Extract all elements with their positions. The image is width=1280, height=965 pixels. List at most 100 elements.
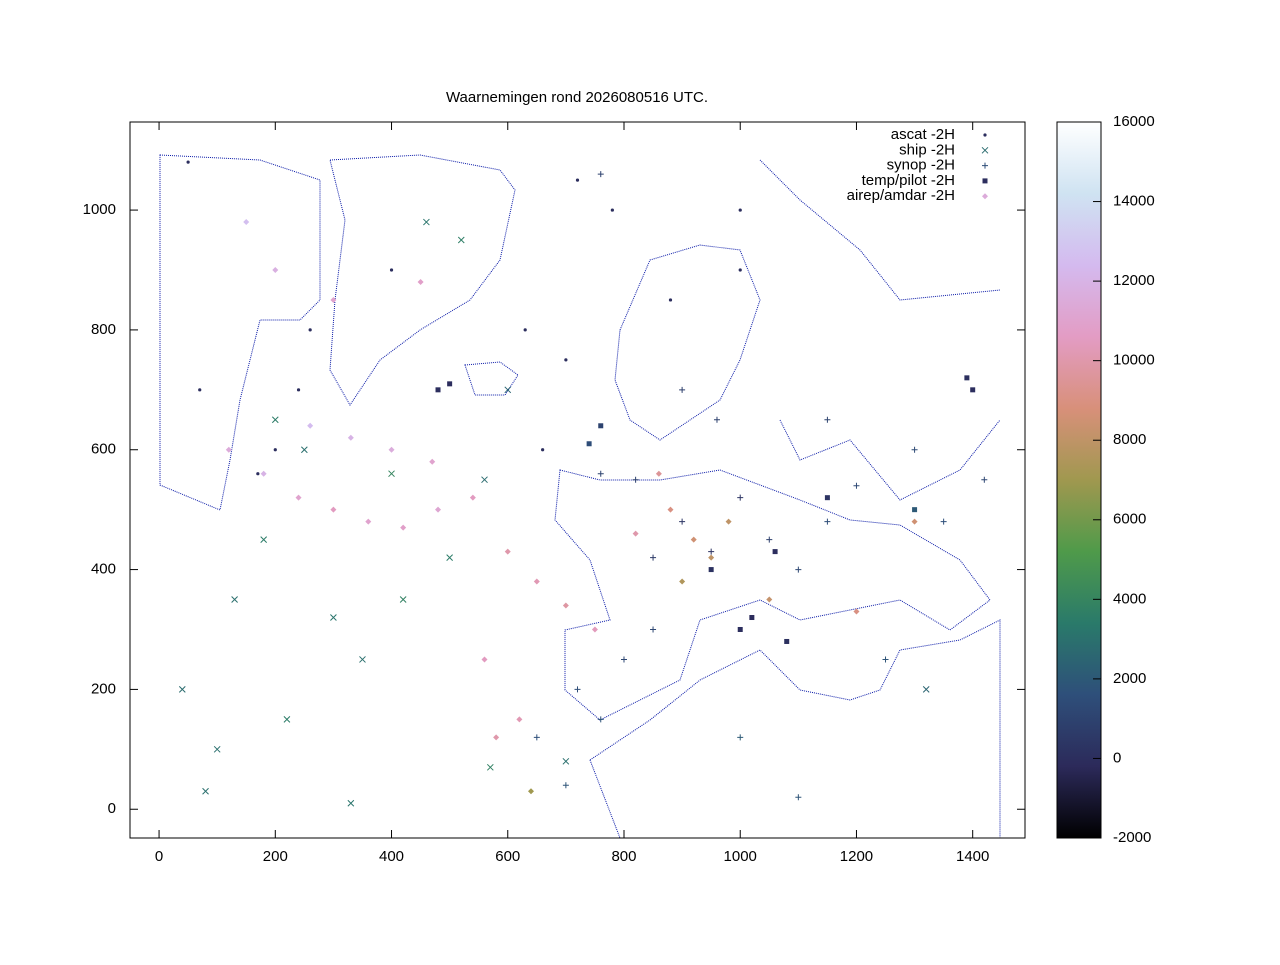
x-tick-label: 800 — [611, 848, 636, 865]
ascat-point — [273, 448, 277, 452]
ascat-point — [523, 328, 527, 332]
legend-symbol — [982, 193, 988, 200]
airep-point — [725, 518, 732, 525]
coastline — [614, 244, 761, 441]
colorbar-tick-label: 8000 — [1113, 431, 1146, 448]
ship-point — [922, 686, 930, 693]
airep-point — [330, 296, 337, 303]
colorbar — [1056, 121, 1102, 839]
airep-point — [435, 506, 442, 513]
ship-point — [359, 656, 366, 663]
synop-point — [574, 686, 581, 693]
synop-point — [679, 518, 686, 525]
y-tick-label: 400 — [91, 561, 116, 578]
colorbar-tick-label: 2000 — [1113, 670, 1146, 687]
synop-point — [795, 566, 802, 573]
airep-point — [528, 788, 535, 795]
temp-point — [824, 495, 830, 501]
airep-point — [562, 602, 569, 609]
colorbar-tick-label: 16000 — [1113, 113, 1155, 130]
x-tick-label: 400 — [379, 848, 404, 865]
ship-point — [283, 716, 291, 723]
ascat-point — [198, 388, 202, 392]
airep-point — [307, 422, 314, 429]
synop-point — [650, 626, 657, 633]
ship-point — [300, 446, 308, 454]
temp-point — [708, 567, 714, 573]
coastline — [589, 619, 1001, 839]
temp-point — [784, 638, 790, 644]
coastline — [159, 154, 321, 511]
legend-label: ascat -2H — [891, 126, 955, 143]
ascat-point — [575, 178, 580, 182]
synop-point — [737, 734, 744, 741]
legend-symbol — [983, 133, 987, 137]
coastline — [464, 361, 519, 396]
ascat-point — [308, 328, 312, 332]
coastline — [759, 159, 1001, 501]
synop-point — [533, 734, 540, 741]
airep-point — [295, 494, 302, 501]
airep-point — [365, 518, 372, 525]
ascat-point — [738, 208, 742, 212]
synop-point — [708, 548, 715, 555]
y-tick-label: 0 — [108, 800, 116, 817]
plot-frame — [129, 121, 1026, 839]
ascat-point — [668, 298, 673, 302]
ship-point — [330, 614, 337, 621]
airep-point — [690, 536, 697, 543]
airep-point — [655, 470, 662, 477]
temp-point — [598, 423, 604, 429]
synop-point — [713, 416, 720, 423]
airep-point — [429, 458, 436, 465]
ship-point — [423, 218, 430, 226]
plot-marks — [178, 160, 988, 807]
ascat-point — [610, 208, 614, 212]
airep-point — [417, 278, 424, 285]
legend-label: synop -2H — [887, 157, 955, 174]
ship-point — [481, 476, 488, 484]
ascat-point — [389, 268, 394, 272]
synop-point — [853, 482, 860, 489]
x-tick-label: 1400 — [956, 848, 989, 865]
ship-point — [231, 596, 238, 603]
synop-point — [597, 171, 604, 178]
legend-symbol — [981, 146, 989, 154]
colorbar-tick-label: 4000 — [1113, 590, 1146, 607]
ship-point — [446, 554, 453, 561]
y-tick-label: 800 — [91, 321, 116, 338]
ship-point — [457, 236, 465, 244]
synop-point — [597, 470, 604, 477]
x-tick-label: 1000 — [724, 848, 757, 865]
airep-point — [388, 446, 395, 453]
ship-point — [562, 757, 570, 765]
airep-point — [853, 608, 860, 615]
colorbar-tick-label: 6000 — [1113, 511, 1146, 528]
airep-point — [911, 518, 918, 525]
ship-point — [504, 386, 512, 394]
airep-point — [347, 434, 354, 441]
airep-point — [632, 530, 639, 537]
synop-point — [737, 494, 744, 501]
temp-point — [970, 387, 976, 393]
legend-label: temp/pilot -2H — [862, 172, 955, 189]
synop-point — [597, 716, 604, 723]
temp-point — [737, 626, 743, 632]
airep-point — [708, 554, 715, 561]
airep-point — [766, 596, 773, 603]
y-tick-label: 200 — [91, 680, 116, 697]
airep-point — [272, 266, 279, 273]
ascat-point — [256, 472, 260, 476]
ship-point — [399, 596, 407, 603]
synop-point — [882, 656, 889, 663]
synop-point — [911, 446, 918, 453]
ascat-point — [564, 358, 568, 362]
synop-point — [650, 554, 657, 561]
airep-point — [243, 219, 250, 226]
legend-label: ship -2H — [899, 141, 955, 158]
colorbar-tick-label: 12000 — [1113, 272, 1155, 289]
synop-point — [940, 518, 947, 525]
ascat-point — [541, 448, 545, 452]
airep-point — [493, 734, 500, 741]
